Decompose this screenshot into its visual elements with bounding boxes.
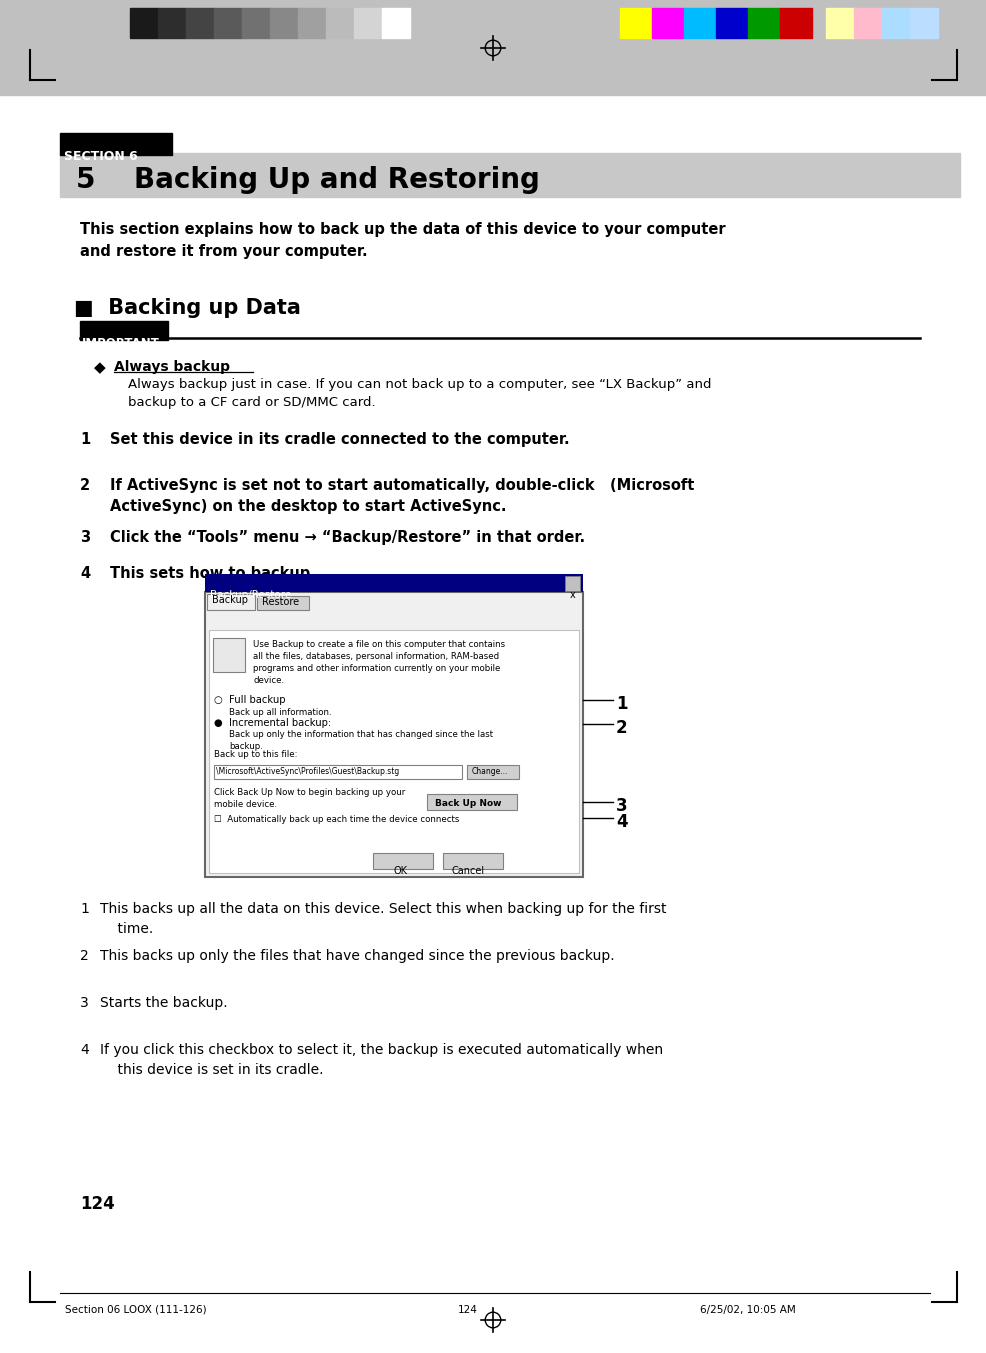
Text: This backs up only the files that have changed since the previous backup.: This backs up only the files that have c… (100, 948, 614, 963)
Text: Use Backup to create a file on this computer that contains
all the files, databa: Use Backup to create a file on this comp… (252, 640, 505, 686)
Bar (207, 594, 254, 610)
Text: ●  Incremental backup:: ● Incremental backup: (214, 718, 330, 728)
Bar (909, 8, 937, 38)
Bar (747, 8, 779, 38)
Bar (427, 794, 517, 810)
Bar (298, 8, 325, 38)
Text: ○  Full backup: ○ Full backup (214, 695, 285, 705)
Bar (564, 576, 580, 591)
Bar (325, 8, 354, 38)
Bar (205, 574, 583, 593)
Text: Click the “Tools” menu → “Backup/Restore” in that order.: Click the “Tools” menu → “Backup/Restore… (109, 530, 585, 545)
Text: ◆: ◆ (94, 360, 106, 375)
Text: \Microsoft\ActiveSync\Profiles\Guest\Backup.stg: \Microsoft\ActiveSync\Profiles\Guest\Bac… (216, 767, 399, 777)
Text: Change...: Change... (471, 767, 508, 777)
Text: Back up all information.: Back up all information. (229, 708, 331, 717)
Text: SECTION 6: SECTION 6 (64, 150, 138, 162)
Bar (853, 8, 881, 38)
Text: Backup: Backup (212, 595, 247, 605)
Text: 2: 2 (80, 948, 89, 963)
Text: 6/25/02, 10:05 AM: 6/25/02, 10:05 AM (699, 1306, 795, 1315)
Bar (779, 8, 811, 38)
Text: 1: 1 (80, 432, 90, 446)
Text: Always backup: Always backup (114, 360, 230, 373)
Text: ■  Backing up Data: ■ Backing up Data (74, 298, 301, 318)
Text: Set this device in its cradle connected to the computer.: Set this device in its cradle connected … (109, 432, 569, 446)
Bar (205, 593, 583, 877)
Text: This backs up all the data on this device. Select this when backing up for the f: This backs up all the data on this devic… (100, 902, 666, 935)
Bar (213, 639, 245, 672)
Bar (683, 8, 715, 38)
Text: 2: 2 (615, 718, 627, 737)
Bar (256, 597, 309, 610)
Text: Starts the backup.: Starts the backup. (100, 996, 228, 1009)
Bar (619, 8, 652, 38)
Text: 4: 4 (80, 566, 90, 580)
Text: IMPORTANT: IMPORTANT (82, 337, 160, 350)
Bar (373, 852, 433, 869)
Text: If ActiveSync is set not to start automatically, double-click   (Microsoft
Activ: If ActiveSync is set not to start automa… (109, 478, 694, 514)
Bar (0, 0, 986, 95)
Text: Cancel: Cancel (452, 866, 485, 875)
Bar (60, 153, 959, 198)
Bar (443, 852, 503, 869)
Text: 124: 124 (80, 1195, 114, 1214)
Text: 1: 1 (615, 695, 627, 713)
Text: Section 06 LOOX (111-126): Section 06 LOOX (111-126) (65, 1306, 206, 1315)
Bar (382, 8, 409, 38)
Text: OK: OK (392, 866, 406, 875)
Text: 3: 3 (80, 530, 90, 545)
Text: 4: 4 (80, 1043, 89, 1057)
Text: Back up to this file:: Back up to this file: (214, 750, 297, 759)
Text: 5    Backing Up and Restoring: 5 Backing Up and Restoring (76, 166, 539, 193)
Bar (270, 8, 298, 38)
Text: 2: 2 (80, 478, 90, 492)
Bar (652, 8, 683, 38)
Text: 1: 1 (80, 902, 89, 916)
Text: This sets how to backup.: This sets how to backup. (109, 566, 316, 580)
Text: 3: 3 (80, 996, 89, 1009)
Bar (242, 8, 270, 38)
Bar (214, 764, 461, 779)
Bar (80, 321, 168, 340)
Text: 124: 124 (458, 1306, 477, 1315)
Text: If you click this checkbox to select it, the backup is executed automatically wh: If you click this checkbox to select it,… (100, 1043, 663, 1077)
Bar (825, 8, 853, 38)
Text: Back Up Now: Back Up Now (435, 800, 501, 808)
Bar (185, 8, 214, 38)
Bar (715, 8, 747, 38)
Text: x: x (570, 590, 575, 599)
Bar (130, 8, 158, 38)
Text: This section explains how to back up the data of this device to your computer
an: This section explains how to back up the… (80, 222, 725, 260)
Bar (158, 8, 185, 38)
Text: 3: 3 (615, 797, 627, 815)
Bar (881, 8, 909, 38)
Bar (209, 630, 579, 873)
Bar (466, 764, 519, 779)
Text: Back up only the information that has changed since the last
backup.: Back up only the information that has ch… (229, 731, 493, 751)
Bar (354, 8, 382, 38)
Text: Click Back Up Now to begin backing up your
mobile device.: Click Back Up Now to begin backing up yo… (214, 787, 405, 809)
Bar (60, 133, 172, 156)
Text: Always backup just in case. If you can not back up to a computer, see “LX Backup: Always backup just in case. If you can n… (128, 377, 711, 409)
Text: 4: 4 (615, 813, 627, 831)
Text: ☐  Automatically back up each time the device connects: ☐ Automatically back up each time the de… (214, 815, 458, 824)
Bar (214, 8, 242, 38)
Text: Restore: Restore (261, 597, 299, 607)
Text: Backup/Restore: Backup/Restore (210, 590, 291, 599)
